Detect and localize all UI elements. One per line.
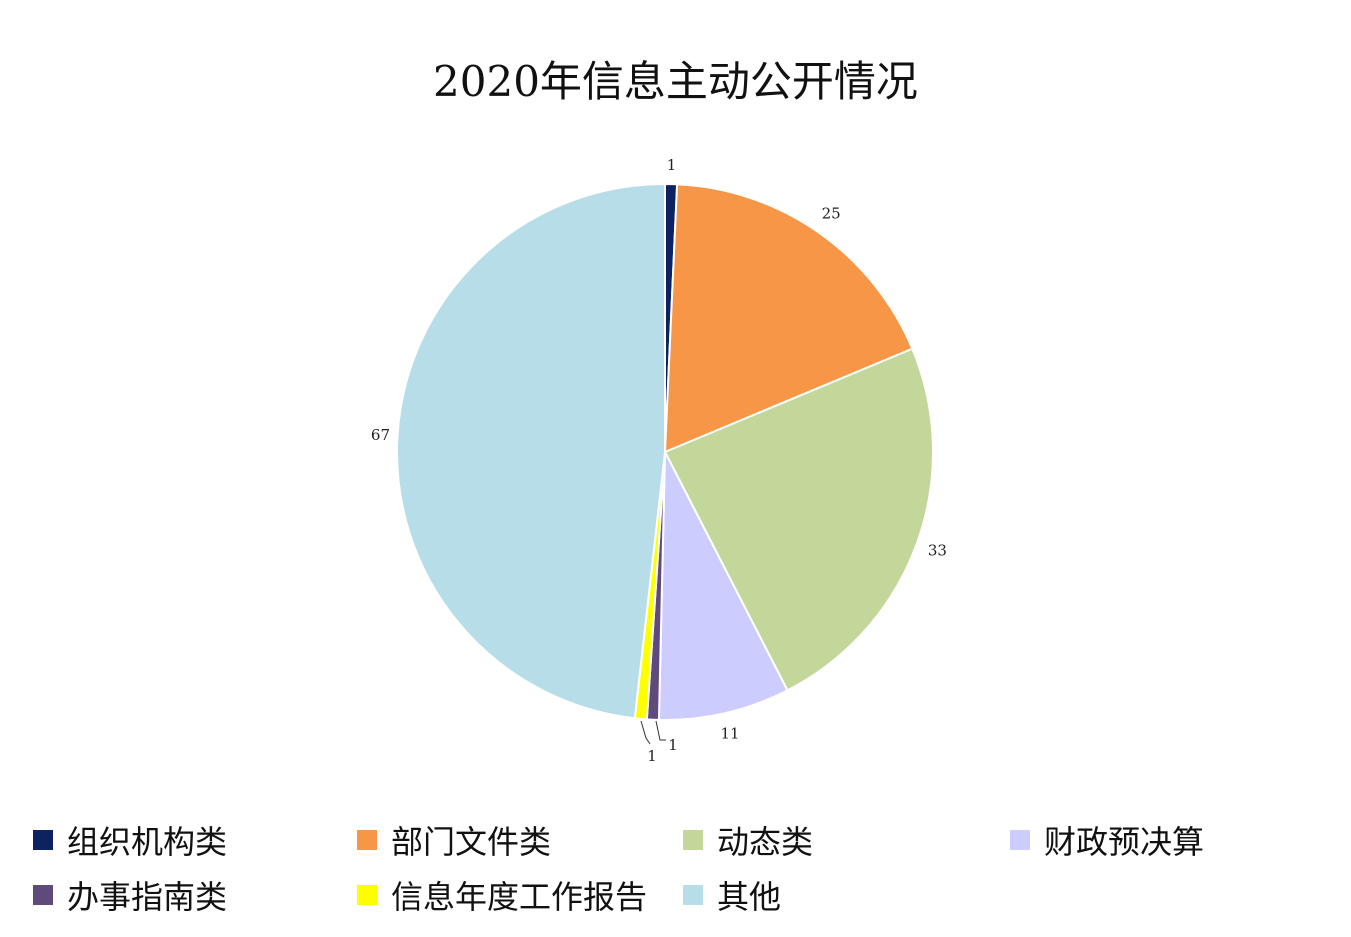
pie-slice-4 [657,451,789,721]
legend-item-3: 动态类 [683,820,814,861]
legend-item-2: 部门文件类 [357,820,552,861]
legend-label: 部门文件类 [391,823,552,861]
pie-slice-7 [396,182,666,720]
chart-title: 2020年信息主动公开情况 [433,57,918,106]
legend-item-6: 信息年度工作报告 [357,875,648,916]
legend-item-4: 财政预决算 [1010,820,1205,861]
legend-swatch [683,830,703,850]
leader-line-6 [640,720,651,745]
chart-legend: 组织机构类 部门文件类 动态类 财政预决算办事指南类 信息年度工作报告 其他 [0,815,1351,925]
legend-label: 办事指南类 [67,878,228,916]
data-label-1: 1 [667,156,677,174]
legend-item-1: 组织机构类 [33,820,228,861]
legend-label: 其他 [717,878,782,916]
pie-slice-2 [663,183,914,454]
leader-line-5 [655,720,666,741]
data-label-2: 25 [822,204,841,222]
legend-label: 信息年度工作报告 [391,878,648,916]
legend-swatch [33,885,53,905]
legend-item-7: 其他 [683,875,782,916]
data-label-5: 1 [668,736,678,754]
legend-label: 组织机构类 [67,823,228,861]
data-label-7: 67 [371,426,390,444]
legend-swatch [357,830,377,850]
pie-slice-3 [663,347,934,692]
legend-label: 动态类 [717,823,814,861]
legend-swatch [357,885,377,905]
data-label-4: 11 [720,725,739,743]
legend-swatch [33,830,53,850]
legend-swatch [683,885,703,905]
data-label-3: 33 [928,542,947,560]
legend-label: 财政预决算 [1044,823,1205,861]
data-label-6: 1 [647,747,657,765]
legend-swatch [1010,830,1030,850]
legend-item-5: 办事指南类 [33,875,228,916]
